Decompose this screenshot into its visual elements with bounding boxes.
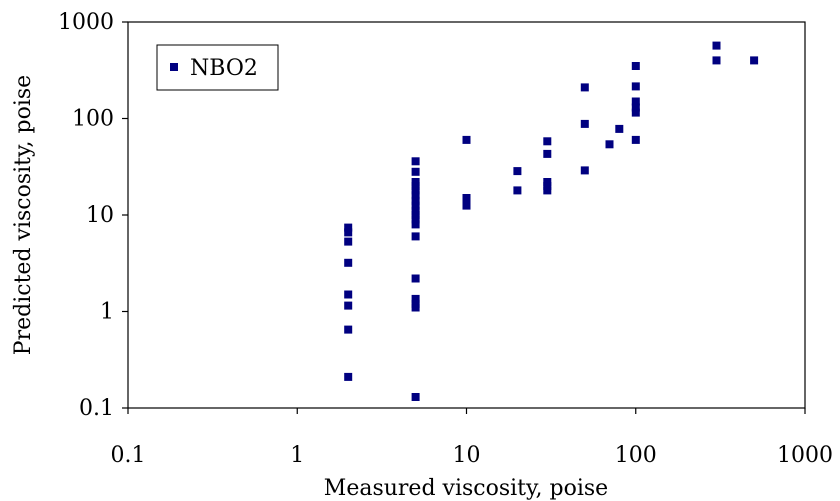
data-point <box>344 238 352 246</box>
data-point <box>543 150 551 158</box>
data-point <box>344 326 352 334</box>
data-point <box>615 125 623 133</box>
x-tick-label: 10 <box>453 443 481 468</box>
data-point <box>344 291 352 299</box>
data-point <box>513 167 521 175</box>
data-point <box>412 157 420 165</box>
x-tick-label: 1000 <box>777 443 833 468</box>
x-axis-ticks: 0.1 1 10 100 1000 <box>111 408 834 468</box>
data-point <box>412 232 420 240</box>
y-tick-label: 0.1 <box>79 396 114 421</box>
data-point <box>632 82 640 90</box>
x-tick-label: 0.1 <box>111 443 146 468</box>
legend: NBO2 <box>157 45 278 90</box>
y-tick-label: 10 <box>86 203 114 228</box>
data-point <box>463 136 471 144</box>
data-point <box>344 259 352 267</box>
x-axis-title: Measured viscosity, poise <box>324 476 608 501</box>
data-point <box>513 186 521 194</box>
data-point <box>344 373 352 381</box>
data-point <box>581 120 589 128</box>
data-point <box>632 136 640 144</box>
y-tick-label: 1 <box>100 300 114 325</box>
data-point <box>606 140 614 148</box>
data-point <box>344 302 352 310</box>
data-point <box>412 393 420 401</box>
data-point <box>750 56 758 64</box>
x-tick-label: 1 <box>290 443 304 468</box>
data-point <box>581 83 589 91</box>
x-tick-label: 100 <box>615 443 657 468</box>
y-tick-label: 100 <box>72 107 114 132</box>
legend-marker-nbo2 <box>170 63 178 71</box>
data-point <box>412 168 420 176</box>
data-point <box>632 109 640 117</box>
data-point <box>543 137 551 145</box>
data-point <box>581 166 589 174</box>
data-point <box>412 220 420 228</box>
data-point <box>463 202 471 210</box>
data-point <box>412 304 420 312</box>
data-point <box>713 56 721 64</box>
data-point <box>412 275 420 283</box>
y-tick-label: 1000 <box>58 10 114 35</box>
data-point <box>543 186 551 194</box>
data-point <box>713 42 721 50</box>
data-points <box>344 42 758 401</box>
y-axis-title: Predicted viscosity, poise <box>11 75 36 355</box>
data-point <box>632 62 640 70</box>
data-point <box>344 228 352 236</box>
y-axis-ticks: 0.1 1 10 100 1000 <box>58 10 128 421</box>
legend-label-nbo2: NBO2 <box>190 56 258 81</box>
